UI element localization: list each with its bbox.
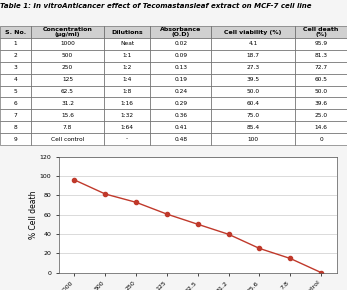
Text: Table 1: In vitroAnticancer effect of Tecomastansleaf extract on MCF-7 cell line: Table 1: In vitroAnticancer effect of Te… [0, 3, 312, 9]
Y-axis label: % Cell death: % Cell death [29, 190, 38, 239]
